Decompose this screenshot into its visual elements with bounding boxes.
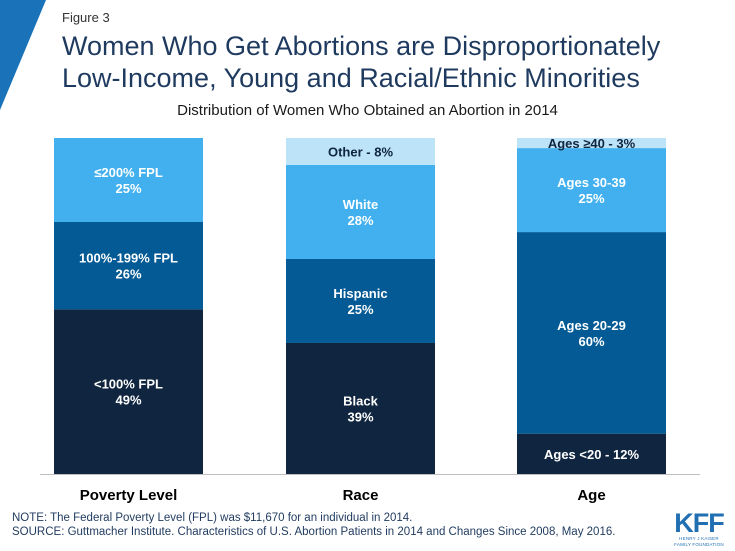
segment-value-label: 25% — [347, 302, 373, 317]
segment-value-label: 25% — [115, 181, 141, 196]
segment-label: Ages 30-39 — [557, 175, 626, 190]
corner-accent-triangle — [0, 0, 46, 110]
bar-segment-age-ages-40-3 — [517, 138, 666, 149]
bar-segment-race-white — [286, 164, 435, 259]
segment-value-label: 28% — [347, 213, 373, 228]
bar-segment-race-hispanic — [286, 258, 435, 343]
x-tick-label: Poverty Level — [80, 487, 178, 504]
segment-label: Ages 20-29 — [557, 318, 626, 333]
bar-segment-age-ages-30-39 — [517, 148, 666, 233]
chart-title: Women Who Get Abortions are Disproportio… — [62, 31, 661, 93]
segment-value-label: 25% — [578, 191, 604, 206]
footnote: NOTE: The Federal Poverty Level (FPL) wa… — [12, 511, 615, 539]
segment-label: Black — [343, 393, 378, 408]
source-text: SOURCE: Guttmacher Institute. Characteri… — [12, 526, 616, 538]
segment-value-label: 39% — [347, 409, 373, 424]
segment-label: Other - 8% — [328, 144, 393, 159]
x-tick-label: Age — [577, 487, 605, 504]
segment-label: Ages ≥40 - 3% — [548, 136, 636, 151]
logo-line-2: FAMILY FOUNDATION — [674, 542, 724, 547]
segment-value-label: 26% — [115, 267, 141, 282]
bar-segment-age-ages-20-29 — [517, 232, 666, 434]
segment-label: ≤200% FPL — [94, 165, 163, 180]
segment-value-label: 49% — [115, 393, 141, 408]
bar-segment-race-black — [286, 342, 435, 474]
note-text: NOTE: The Federal Poverty Level (FPL) wa… — [12, 512, 413, 524]
kff-logo: KFF HENRY J KAISER FAMILY FOUNDATION — [671, 510, 727, 548]
segment-label: Ages <20 - 12% — [544, 447, 639, 462]
bar-segment-poverty-level-100-fpl — [54, 309, 203, 474]
bar-segment-poverty-level-200-fpl — [54, 138, 203, 222]
x-tick-label: Race — [343, 487, 379, 504]
segment-label: Hispanic — [333, 286, 387, 301]
segment-label: <100% FPL — [94, 377, 163, 392]
logo-wordmark: KFF — [674, 508, 724, 538]
segment-label: White — [343, 197, 378, 212]
figure-label: Figure 3 — [62, 10, 110, 25]
segment-label: 100%-199% FPL — [79, 251, 178, 266]
bar-segment-poverty-level-100-199-fpl — [54, 222, 203, 310]
logo-line-1: HENRY J KAISER — [679, 536, 719, 541]
segment-value-label: 60% — [578, 334, 604, 349]
bar-segment-age-ages-20-12 — [517, 433, 666, 474]
bar-segment-race-other-8 — [286, 138, 435, 165]
chart-subtitle: Distribution of Women Who Obtained an Ab… — [177, 102, 558, 119]
